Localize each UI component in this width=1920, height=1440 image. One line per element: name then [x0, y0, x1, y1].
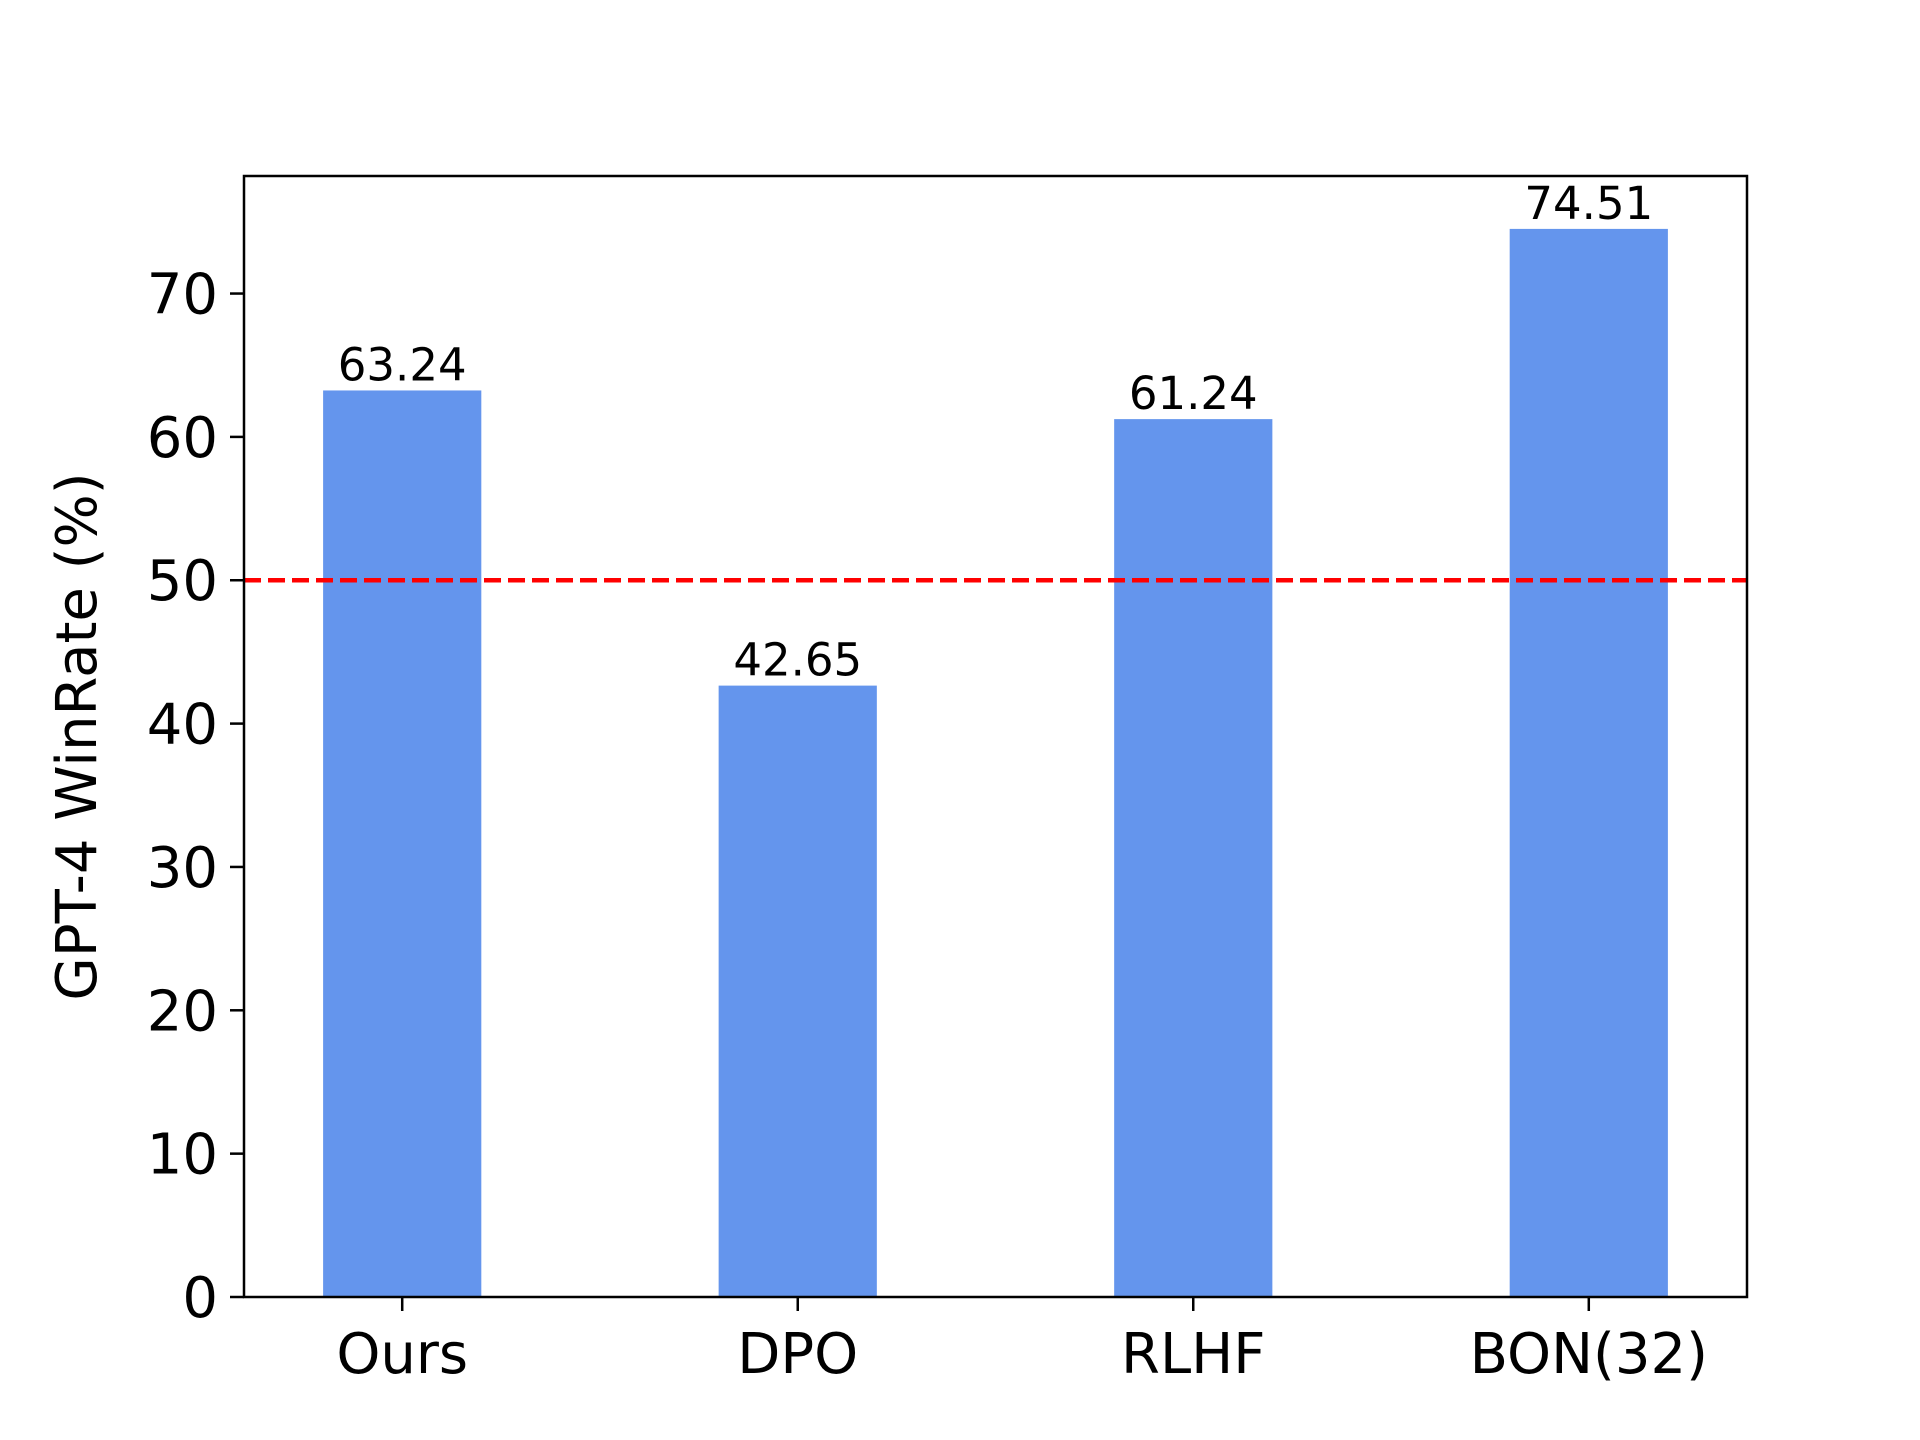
data-label-4: 74.51 — [1524, 177, 1653, 230]
x-axis-ticks: Ours DPO RLHF BON(32) — [336, 1297, 1708, 1387]
x-tick-label-2: RLHF — [1121, 1322, 1265, 1387]
data-label-3: 61.24 — [1129, 367, 1258, 420]
bar-1 — [323, 390, 482, 1298]
y-axis-title: GPT-4 WinRate (%) — [45, 472, 110, 1000]
y-tick-label-4: 40 — [147, 693, 218, 758]
data-labels-group: 63.24 42.65 61.24 74.51 — [338, 177, 1653, 687]
y-tick-label-6: 60 — [147, 406, 218, 471]
data-label-2: 42.65 — [733, 634, 862, 687]
bars-group — [323, 228, 1668, 1298]
bar-4 — [1509, 228, 1668, 1298]
y-tick-label-2: 20 — [147, 979, 218, 1044]
data-label-1: 63.24 — [338, 338, 467, 391]
y-tick-label-1: 10 — [147, 1123, 218, 1188]
x-tick-label-3: BON(32) — [1470, 1322, 1708, 1387]
y-tick-label-3: 30 — [147, 836, 218, 901]
x-tick-label-1: DPO — [737, 1322, 858, 1387]
y-tick-label-0: 0 — [182, 1266, 218, 1331]
y-axis-ticks: 0 10 20 30 40 50 60 70 — [147, 263, 244, 1331]
bar-2 — [718, 685, 877, 1297]
y-tick-label-5: 50 — [147, 549, 218, 614]
bar-3 — [1114, 419, 1273, 1297]
y-tick-label-7: 70 — [147, 263, 218, 328]
plot-frame — [242, 174, 1749, 1299]
x-tick-label-0: Ours — [336, 1322, 468, 1387]
